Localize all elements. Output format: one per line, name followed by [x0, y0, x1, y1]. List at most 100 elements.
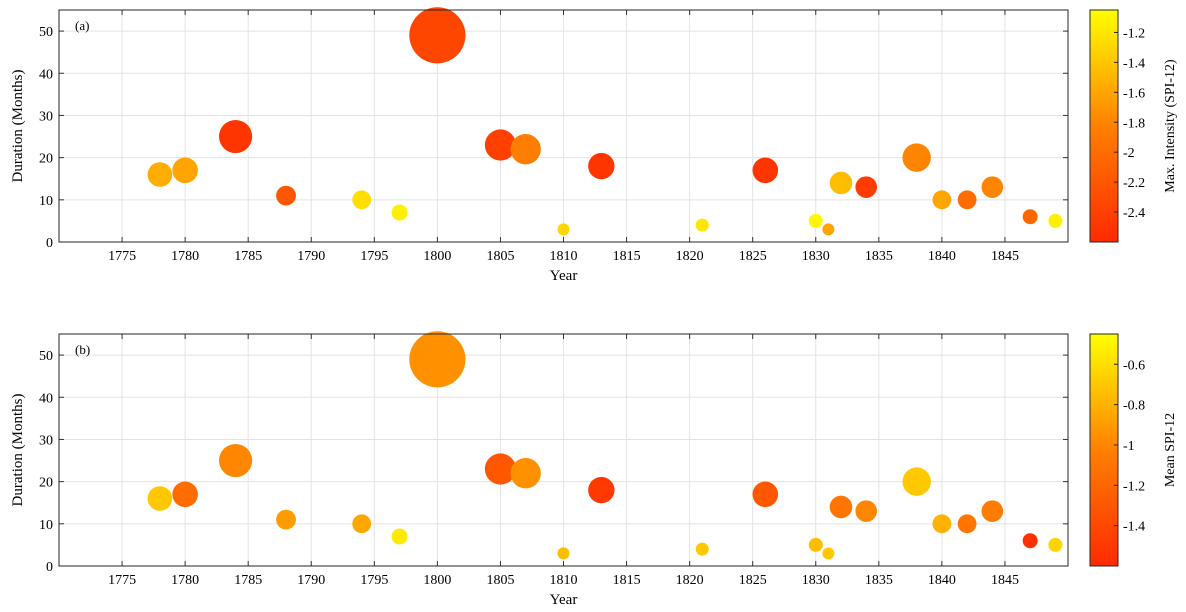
colorbar-tick-label: -2.4: [1123, 206, 1145, 221]
panel-b: 1775 1780 1785 1790 1795 1800 1805 1810 1815 1820…: [10, 331, 1178, 608]
data-point: [752, 157, 779, 184]
panel-label: (b): [75, 342, 90, 357]
x-tick-label: 1835: [865, 573, 893, 588]
y-tick-label: 0: [46, 236, 53, 251]
x-tick-label: 1810: [550, 249, 578, 264]
colorbar-label: Max. Intensity (SPI-12): [1163, 59, 1178, 193]
x-tick-label: 1835: [865, 249, 893, 264]
x-tick-label: 1800: [423, 573, 451, 588]
data-point: [218, 119, 253, 154]
data-point: [276, 185, 296, 206]
data-point: [902, 143, 931, 172]
data-point: [829, 171, 853, 195]
data-point: [147, 486, 173, 511]
x-tick-label: 1785: [234, 249, 262, 264]
data-point: [808, 537, 823, 552]
data-point: [829, 495, 853, 519]
data-point: [352, 514, 372, 534]
x-tick-label: 1795: [360, 249, 388, 264]
data-point: [752, 481, 779, 508]
colorbar-tick-label: -1.4: [1123, 56, 1145, 71]
y-tick-label: 50: [39, 25, 53, 40]
x-tick-label: 1825: [739, 573, 767, 588]
data-point: [484, 129, 517, 161]
y-axis-label: Duration (Months): [10, 394, 26, 507]
data-point: [855, 500, 877, 522]
data-point: [557, 547, 570, 560]
data-point: [957, 514, 977, 534]
data-point: [147, 162, 173, 187]
data-point: [932, 514, 952, 534]
y-tick-label: 40: [39, 67, 53, 82]
axes-frame: [58, 333, 1069, 567]
x-axis-label: Year: [550, 592, 578, 608]
x-tick-label: 1775: [108, 573, 136, 588]
x-tick-label: 1800: [423, 249, 451, 264]
data-point: [1022, 533, 1038, 549]
data-point: [957, 190, 977, 210]
data-point: [695, 218, 709, 232]
data-point: [855, 176, 877, 198]
y-tick-label: 30: [39, 433, 53, 448]
x-tick-label: 1790: [297, 249, 325, 264]
y-axis-label: Duration (Months): [10, 70, 26, 183]
colorbar-tick-label: -1.2: [1123, 479, 1145, 494]
data-point: [172, 481, 198, 508]
y-tick-label: 10: [39, 518, 53, 533]
colorbar-label: Mean SPI-12: [1163, 413, 1178, 487]
y-tick-label: 20: [39, 476, 53, 491]
colorbar-tick-label: -2: [1123, 146, 1135, 161]
data-point: [695, 542, 709, 556]
x-tick-label: 1840: [928, 249, 956, 264]
panel-a: 1775 1780 1785 1790 1795 1800 1805 1810 1815 1820…: [10, 7, 1178, 284]
data-point: [822, 223, 835, 236]
data-point: [409, 7, 466, 64]
data-point: [808, 213, 823, 228]
data-point: [822, 547, 835, 560]
data-point: [510, 458, 541, 489]
colorbar-tick-label: -1.8: [1123, 116, 1145, 131]
colorbar-tick-label: -2.2: [1123, 176, 1145, 191]
data-point: [902, 467, 931, 496]
x-tick-label: 1845: [991, 573, 1019, 588]
data-point: [352, 190, 372, 210]
data-point: [409, 331, 466, 388]
y-tick-label: 30: [39, 109, 53, 124]
axes-frame: [58, 9, 1069, 243]
x-tick-label: 1820: [676, 573, 704, 588]
colorbar-tick-label: -0.6: [1123, 358, 1145, 373]
data-point: [981, 500, 1004, 522]
data-point: [1022, 209, 1038, 225]
data-point: [932, 190, 952, 210]
x-tick-label: 1815: [613, 573, 641, 588]
data-point: [1048, 213, 1063, 228]
x-tick-label: 1845: [991, 249, 1019, 264]
x-tick-label: 1785: [234, 573, 262, 588]
x-tick-label: 1805: [486, 573, 514, 588]
x-axis-label: Year: [550, 268, 578, 284]
colorbar-tick-label: -1: [1123, 439, 1135, 454]
colorbar-tick-label: -1.6: [1123, 86, 1145, 101]
x-tick-label: 1820: [676, 249, 704, 264]
panel-label: (a): [75, 18, 89, 33]
colorbar-tick-label: -0.8: [1123, 399, 1145, 414]
data-point: [172, 157, 198, 184]
x-tick-label: 1825: [739, 249, 767, 264]
x-tick-label: 1790: [297, 573, 325, 588]
data-point: [391, 528, 408, 545]
data-point: [391, 204, 408, 221]
x-tick-label: 1775: [108, 249, 136, 264]
data-point: [218, 443, 253, 478]
y-tick-label: 0: [46, 560, 53, 575]
data-point: [276, 509, 296, 530]
data-point: [588, 152, 615, 180]
data-point: [981, 176, 1004, 198]
y-tick-label: 40: [39, 391, 53, 406]
x-tick-label: 1815: [613, 249, 641, 264]
colorbar: [1089, 333, 1119, 567]
y-tick-label: 50: [39, 349, 53, 364]
x-tick-label: 1830: [802, 249, 830, 264]
y-tick-label: 10: [39, 194, 53, 209]
data-point: [557, 223, 570, 236]
